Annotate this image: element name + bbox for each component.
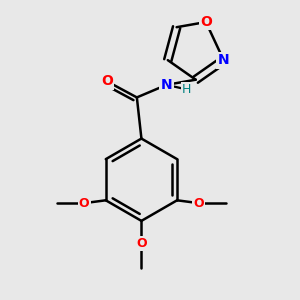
- Text: O: O: [79, 197, 89, 210]
- Text: O: O: [194, 197, 204, 210]
- Text: O: O: [136, 237, 147, 250]
- Text: H: H: [182, 83, 191, 96]
- Text: N: N: [218, 53, 230, 67]
- Text: O: O: [200, 15, 212, 29]
- Text: N: N: [161, 78, 172, 92]
- Text: O: O: [101, 74, 113, 88]
